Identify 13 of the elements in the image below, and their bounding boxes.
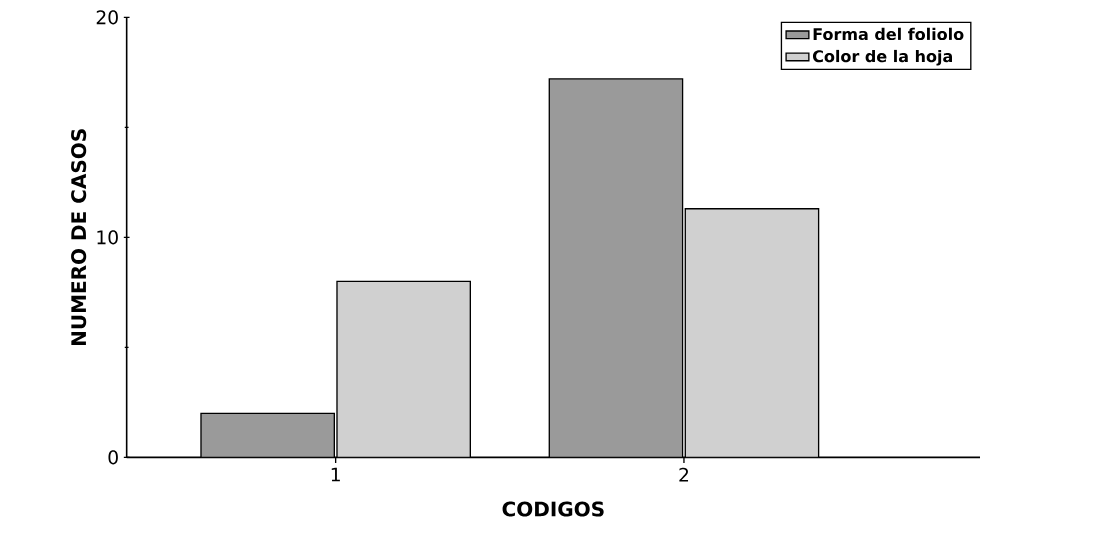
x-tick-label: 2	[679, 467, 689, 482]
x-axis-title: CODIGOS	[502, 501, 604, 517]
bar	[684, 208, 820, 458]
y-axis-title: NUMERO DE CASOS	[71, 129, 87, 346]
y-tick-label: 10	[97, 230, 118, 245]
y-tick-label: 0	[108, 450, 118, 465]
bar	[336, 281, 471, 458]
x-tick-label: 1	[331, 467, 340, 482]
legend-label: Color de la hoja	[812, 49, 952, 66]
y-tick-label: 20	[96, 10, 118, 25]
bar	[200, 413, 335, 458]
bar	[548, 78, 684, 458]
legend-label: Forma del foliolo	[813, 27, 964, 41]
